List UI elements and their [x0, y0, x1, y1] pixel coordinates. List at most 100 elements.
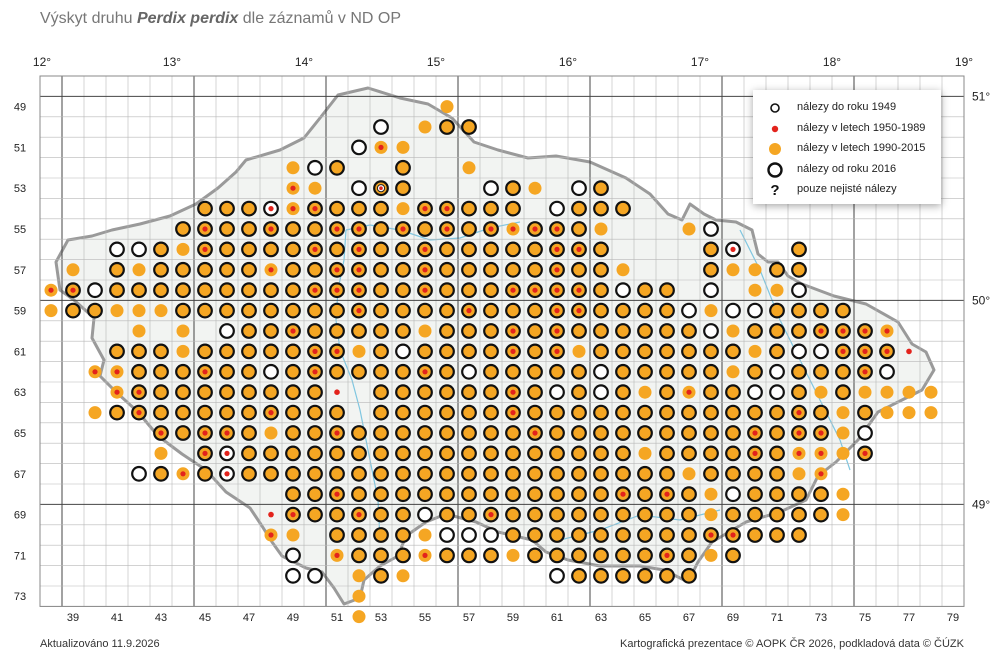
occurrence-dot-w — [857, 425, 873, 441]
occurrence-dot-b — [329, 404, 345, 421]
occurrence-dot-b — [373, 323, 389, 339]
occurrence-dot-b — [307, 445, 323, 462]
occurrence-dot-w — [439, 527, 455, 543]
occurrence-dot-b — [615, 425, 631, 441]
occurrence-dot-w — [549, 567, 565, 584]
occurrence-dot-w — [483, 180, 499, 197]
occurrence-dot-o — [264, 426, 278, 440]
occurrence-dot-b — [725, 547, 741, 564]
occurrence-dot-b — [505, 425, 521, 441]
legend-symbol-pre1949 — [770, 103, 780, 113]
occurrence-dot-b — [395, 425, 411, 441]
occurrence-dot-Y — [373, 180, 389, 197]
occurrence-dot-b — [197, 465, 213, 482]
occurrence-dot-b — [703, 363, 719, 380]
legend-symbol-y2016 — [767, 161, 783, 178]
occurrence-dot-b — [615, 465, 631, 482]
occurrence-dot-b — [175, 425, 191, 441]
column-label: 61 — [551, 612, 563, 624]
credits: Kartografická prezentace © AOPK ČR 2026,… — [620, 638, 964, 650]
occurrence-dot-b — [593, 567, 609, 584]
occurrence-dot-b — [219, 261, 235, 278]
occurrence-dot-b — [373, 200, 389, 217]
occurrence-dot-B — [857, 445, 873, 462]
occurrence-dot-r — [88, 365, 102, 379]
occurrence-dot-b — [571, 200, 587, 217]
occurrence-dot-b — [153, 384, 169, 401]
occurrence-dot-o — [352, 344, 366, 358]
occurrence-dot-B — [527, 282, 543, 299]
occurrence-dot-b — [329, 159, 345, 176]
occurrence-dot-o — [176, 324, 190, 338]
occurrence-dot-w — [351, 139, 367, 156]
occurrence-dot-b — [769, 343, 785, 360]
occurrence-dot-o — [726, 324, 740, 338]
occurrence-dot-b — [571, 465, 587, 482]
occurrence-dot-b — [153, 363, 169, 380]
occurrence-dot-b — [659, 302, 675, 319]
occurrence-dot-b — [109, 282, 125, 299]
occurrence-dot-b — [219, 384, 235, 401]
occurrence-dots — [44, 100, 938, 624]
occurrence-dot-b — [373, 445, 389, 462]
occurrence-dot-r — [110, 385, 124, 399]
occurrence-dot-w — [769, 363, 785, 380]
occurrence-dot-b — [175, 261, 191, 278]
occurrence-dot-b — [527, 241, 543, 258]
occurrence-dot-b — [505, 363, 521, 380]
occurrence-dot-o — [352, 569, 366, 583]
frame-inner — [39, 75, 965, 607]
occurrence-dot-B — [747, 445, 763, 462]
occurrence-dot-o — [66, 263, 80, 277]
legend-item-y2016: nálezy od roku 2016 — [753, 160, 941, 180]
occurrence-dot-b — [395, 527, 411, 543]
occurrence-dot-b — [373, 547, 389, 564]
occurrence-dot-b — [219, 200, 235, 217]
occurrence-dot-o — [352, 610, 366, 624]
occurrence-dot-w — [131, 465, 147, 482]
occurrence-dot-b — [703, 404, 719, 421]
occurrence-dot-b — [615, 200, 631, 217]
occurrence-dot-B — [263, 221, 279, 237]
occurrence-dot-w — [219, 323, 235, 339]
occurrence-dot-b — [615, 384, 631, 401]
occurrence-dot-b — [241, 404, 257, 421]
occurrence-dot-b — [329, 527, 345, 543]
occurrence-dot-Z — [725, 241, 741, 258]
occurrence-dot-b — [527, 384, 543, 401]
occurrence-dot-b — [659, 343, 675, 360]
occurrence-dot-w — [747, 302, 763, 319]
occurrence-dot-b — [637, 323, 653, 339]
column-label: 75 — [859, 612, 871, 624]
occurrence-dot-o — [110, 304, 124, 318]
occurrence-dot-o — [132, 263, 146, 277]
occurrence-dot-b — [593, 282, 609, 299]
occurrence-dot-b — [373, 425, 389, 441]
occurrence-dot-w — [703, 323, 719, 339]
occurrence-dot-w — [703, 221, 719, 237]
occurrence-dot-b — [725, 343, 741, 360]
occurrence-dot-r — [374, 140, 388, 154]
occurrence-dot-b — [527, 506, 543, 523]
occurrence-dot-b — [681, 486, 697, 503]
occurrence-dot-b — [395, 302, 411, 319]
occurrence-dot-o — [836, 406, 850, 420]
occurrence-dot-b — [791, 527, 807, 543]
occurrence-dot-b — [109, 404, 125, 421]
occurrence-dot-b — [307, 486, 323, 503]
occurrence-dot-b — [483, 404, 499, 421]
row-label: 63 — [14, 387, 26, 399]
occurrence-dot-b — [571, 221, 587, 237]
occurrence-dot-w — [615, 282, 631, 299]
occurrence-dot-B — [417, 241, 433, 258]
occurrence-dot-d — [906, 348, 912, 355]
occurrence-dot-o — [132, 324, 146, 338]
occurrence-dot-b — [241, 343, 257, 360]
occurrence-dot-B — [307, 282, 323, 299]
occurrence-dot-o — [352, 589, 366, 603]
occurrence-dot-b — [153, 241, 169, 258]
occurrence-dot-b — [109, 343, 125, 360]
occurrence-dot-B — [879, 343, 895, 360]
occurrence-dot-r — [176, 467, 190, 481]
occurrence-dot-r — [880, 324, 894, 338]
